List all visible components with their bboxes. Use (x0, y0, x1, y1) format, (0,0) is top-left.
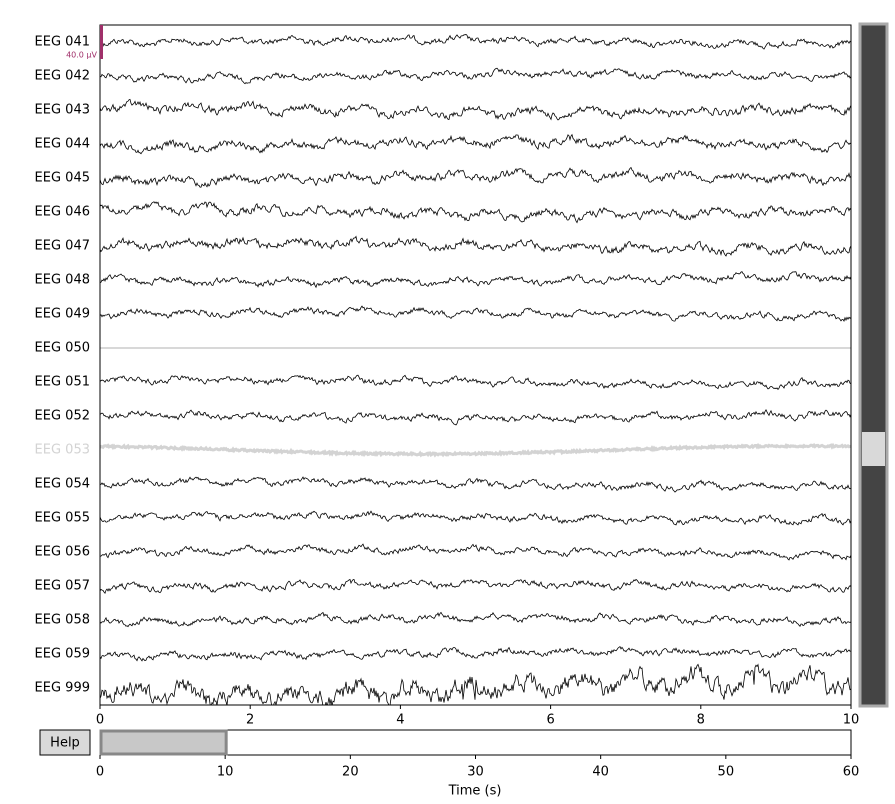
eeg-trace (100, 235, 851, 257)
channel-label: EEG 999 (35, 681, 90, 696)
channel-label: EEG 047 (35, 239, 90, 254)
eeg-trace (100, 611, 851, 628)
help-button[interactable] (39, 729, 91, 756)
eeg-trace (100, 67, 851, 85)
channel-label: EEG 050 (35, 341, 90, 356)
channel-label: EEG 041 (35, 35, 90, 50)
eeg-trace (100, 166, 851, 188)
channel-label: EEG 057 (35, 579, 90, 594)
time-tick-label: 40 (592, 765, 609, 780)
eeg-trace (100, 442, 851, 458)
channel-label: EEG 045 (35, 171, 90, 186)
eeg-trace (100, 133, 851, 155)
channel-scrollbar[interactable] (858, 22, 889, 708)
eeg-trace (100, 305, 851, 322)
channel-label: EEG 046 (35, 205, 90, 220)
view-window[interactable] (99, 729, 228, 756)
channel-label: EEG 042 (35, 69, 90, 84)
eeg-trace (100, 543, 851, 561)
plot-frame (99, 24, 852, 706)
channel-label: EEG 058 (35, 613, 90, 628)
eeg-trace (100, 645, 851, 662)
traces (100, 34, 851, 705)
channel-label: EEG 054 (35, 477, 90, 492)
eeg-trace (100, 201, 851, 224)
time-tick-label: 0 (96, 765, 104, 780)
eeg-trace (100, 510, 851, 526)
time-tick-label: 60 (843, 765, 860, 780)
scale-bar-label: 40.0 µV (66, 51, 97, 60)
x-axis-label: Time (s) (448, 784, 502, 799)
eeg-trace (100, 34, 851, 50)
x-tick-label: 8 (697, 713, 705, 728)
eeg-trace (100, 408, 851, 426)
time-tick-label: 10 (217, 765, 234, 780)
x-tick-label: 10 (843, 713, 860, 728)
channel-label: EEG 044 (35, 137, 90, 152)
channel-label: EEG 055 (35, 511, 90, 526)
channel-label: EEG 051 (35, 375, 90, 390)
time-tick-label: 50 (718, 765, 735, 780)
channel-label: EEG 048 (35, 273, 90, 288)
eeg-trace (100, 663, 851, 705)
channel-label: EEG 052 (35, 409, 90, 424)
channel-scrollbar-thumb[interactable] (862, 432, 885, 466)
channel-label: EEG 056 (35, 545, 90, 560)
x-tick-label: 2 (246, 713, 254, 728)
eeg-trace (100, 374, 851, 391)
eeg-trace (100, 98, 851, 121)
channel-label: EEG 049 (35, 307, 90, 322)
eeg-trace (100, 271, 851, 289)
x-tick-label: 6 (546, 713, 554, 728)
channel-label: EEG 053 (35, 443, 90, 458)
channel-label: EEG 043 (35, 103, 90, 118)
channel-label: EEG 059 (35, 647, 90, 662)
time-tick-label: 20 (342, 765, 359, 780)
eeg-trace (100, 578, 851, 595)
x-tick-label: 4 (396, 713, 404, 728)
eeg-trace (100, 476, 851, 493)
x-tick-label: 0 (96, 713, 104, 728)
help-button-label[interactable]: Help (50, 736, 80, 751)
time-tick-label: 30 (467, 765, 484, 780)
